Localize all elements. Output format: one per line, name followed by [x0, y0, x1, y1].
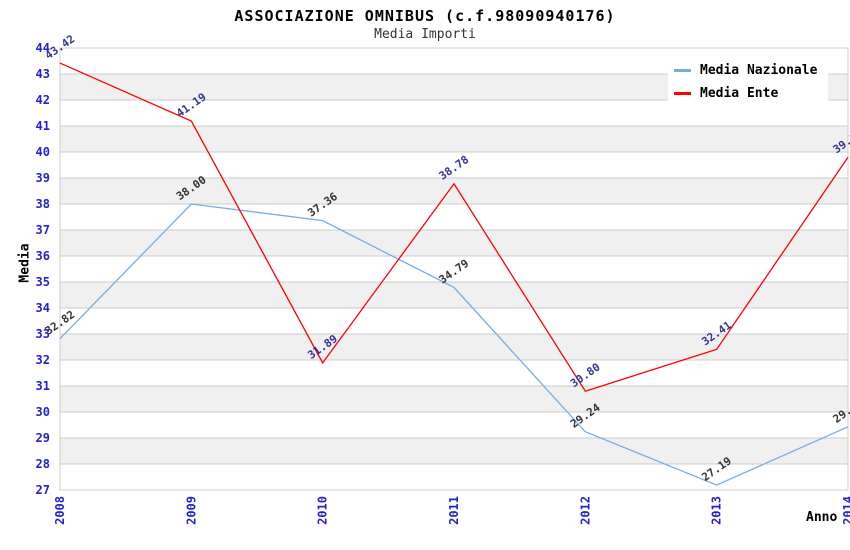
grid-band: [60, 360, 848, 386]
y-tick-label: 32: [36, 353, 50, 367]
x-tick-label: 2014: [841, 496, 850, 525]
grid-band: [60, 438, 848, 464]
grid-band: [60, 334, 848, 360]
legend-item-media-ente: Media Ente: [674, 86, 822, 101]
legend-swatch-media-ente-icon: [674, 92, 691, 95]
grid-band: [60, 178, 848, 204]
x-tick-label: 2011: [447, 496, 461, 525]
grid-band: [60, 230, 848, 256]
grid-band: [60, 412, 848, 438]
legend-label-media-nazionale: Media Nazionale: [700, 63, 818, 78]
plot-border: [59, 47, 849, 491]
legend-label-media-ente: Media Ente: [700, 86, 779, 101]
x-tick-label: 2012: [578, 496, 592, 525]
grid-band: [60, 126, 848, 152]
y-tick-label: 30: [36, 405, 50, 419]
grid-band: [60, 152, 848, 178]
y-tick-label: 36: [36, 249, 50, 263]
grid-band: [60, 308, 848, 334]
y-tick-label: 29: [36, 431, 50, 445]
y-tick-label: 34: [36, 301, 50, 315]
y-tick-label: 39: [36, 171, 50, 185]
y-axis-title: Media: [17, 243, 33, 283]
chart-title: ASSOCIAZIONE OMNIBUS (c.f.98090940176): [234, 7, 616, 25]
x-tick-label: 2008: [53, 496, 67, 525]
y-tick-label: 41: [36, 119, 50, 133]
y-tick-label: 37: [36, 223, 50, 237]
grid-band: [60, 282, 848, 308]
x-tick-label: 2009: [184, 496, 198, 525]
y-tick-label: 33: [36, 327, 50, 341]
y-tick-label: 42: [36, 93, 50, 107]
y-tick-label: 38: [36, 197, 50, 211]
y-tick-label: 27: [36, 483, 50, 497]
grid-band: [60, 204, 848, 230]
y-tick-label: 40: [36, 145, 50, 159]
legend-swatch-media-nazionale-icon: [674, 69, 691, 72]
y-tick-label: 43: [36, 67, 50, 81]
x-axis-title: Anno: [806, 510, 838, 525]
grid-band: [60, 256, 848, 282]
series-line-media-nazionale: [59, 203, 849, 486]
x-tick-label: 2010: [316, 496, 330, 525]
legend: Media Nazionale Media Ente: [668, 57, 828, 107]
grid-band: [60, 386, 848, 412]
y-tick-label: 35: [36, 275, 50, 289]
y-tick-label: 28: [36, 457, 50, 471]
y-tick-label: 31: [36, 379, 50, 393]
chart-subtitle: Media Importi: [374, 27, 476, 42]
legend-item-media-nazionale: Media Nazionale: [674, 63, 822, 78]
series-line-media-ente: [59, 62, 849, 392]
y-tick-label: 44: [36, 41, 50, 55]
x-tick-label: 2013: [710, 496, 724, 525]
